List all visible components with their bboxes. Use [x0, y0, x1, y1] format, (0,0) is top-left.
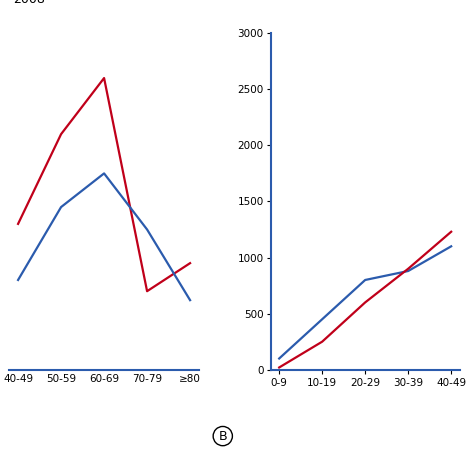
Text: B: B	[219, 429, 227, 443]
Legend: Male, Female: Male, Female	[276, 470, 434, 474]
Text: 2008: 2008	[13, 0, 45, 6]
Legend: Female: Female	[6, 470, 91, 474]
